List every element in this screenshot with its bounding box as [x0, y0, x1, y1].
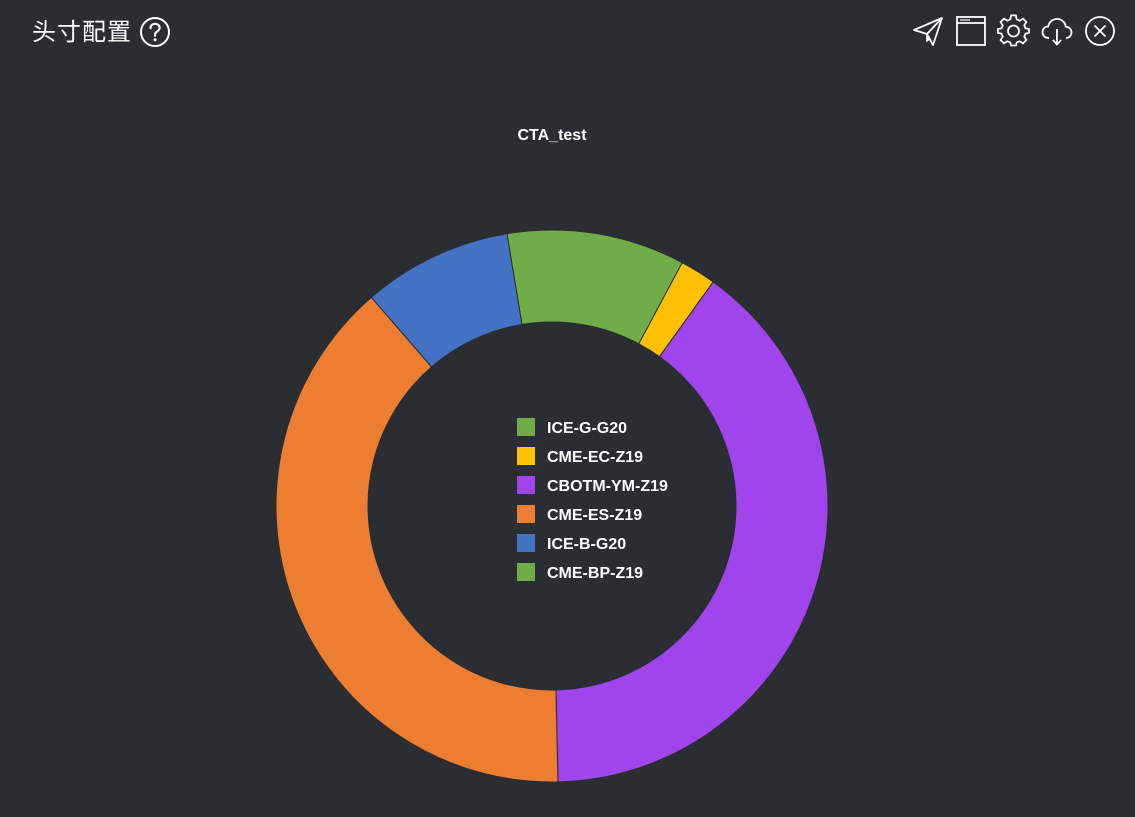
legend-label[interactable]: ICE-B-G20 — [547, 536, 626, 553]
legend-label[interactable]: CBOTM-YM-Z19 — [547, 478, 668, 495]
legend-swatch[interactable] — [517, 534, 535, 552]
toolbar — [904, 12, 1119, 50]
legend-swatch[interactable] — [517, 563, 535, 581]
legend-label[interactable]: CME-ES-Z19 — [547, 507, 642, 524]
legend-label[interactable]: ICE-G-G20 — [547, 420, 627, 437]
legend-swatch[interactable] — [517, 476, 535, 494]
panel-title: 头寸配置 — [32, 18, 132, 46]
legend: ICE-G-G20 CME-EC-Z19 CBOTM-YM-Z19 CME-ES-Z1… — [517, 418, 668, 582]
slice-ice-b-g20[interactable] — [370, 233, 523, 368]
legend-label[interactable]: CME-BP-Z19 — [547, 565, 643, 582]
legend-swatch[interactable] — [517, 505, 535, 523]
cloud-download-icon[interactable] — [1038, 12, 1076, 50]
donut-slices — [275, 229, 829, 783]
close-circle-icon[interactable] — [1081, 12, 1119, 50]
panel-header: 头寸配置 — [0, 0, 1135, 64]
question-circle-icon[interactable] — [138, 15, 172, 49]
chart-title: CTA_test — [517, 127, 587, 144]
send-icon[interactable] — [909, 12, 947, 50]
window-icon[interactable] — [952, 12, 990, 50]
chart-area: CTA_test ICE-G-G20 CME-EC-Z19 CBOTM-YM-Z19… — [0, 64, 1135, 817]
legend-swatch[interactable] — [517, 418, 535, 436]
slice-cbotm-ym-z19[interactable] — [555, 281, 829, 783]
donut-chart: CTA_test ICE-G-G20 CME-EC-Z19 CBOTM-YM-Z19… — [275, 127, 829, 783]
slice-cme-es-z19[interactable] — [275, 296, 559, 783]
gear-icon[interactable] — [995, 12, 1033, 50]
legend-label[interactable]: CME-EC-Z19 — [547, 449, 643, 466]
title-group: 头寸配置 — [32, 14, 172, 50]
legend-swatch[interactable] — [517, 447, 535, 465]
